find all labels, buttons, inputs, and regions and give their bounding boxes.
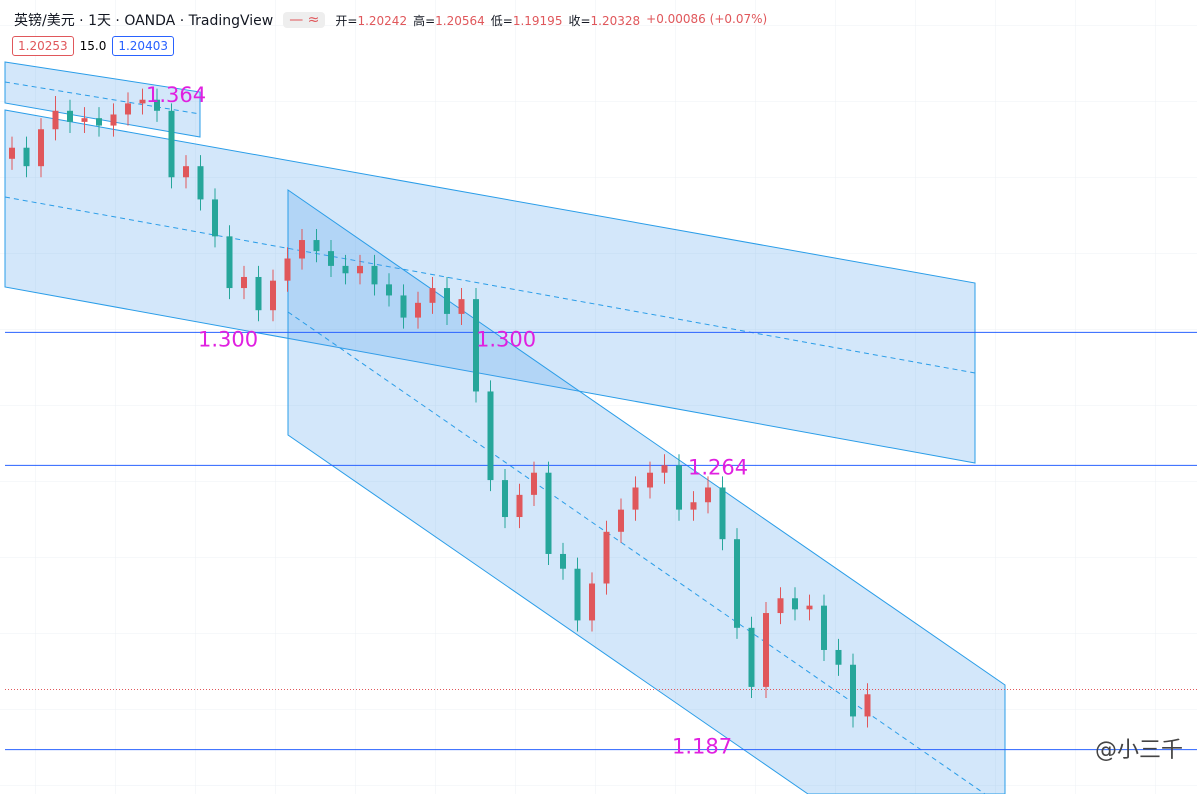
candle-body: [23, 147, 30, 167]
candle-body: [618, 509, 624, 532]
annotation: 1.264: [688, 455, 748, 479]
annotation: 1.364: [146, 83, 206, 107]
candle-body: [777, 598, 784, 614]
candle-body: [531, 472, 537, 495]
candle-body: [661, 465, 668, 473]
candle-body: [603, 531, 610, 584]
candle-body: [473, 299, 479, 392]
ohlc-label: 收=: [568, 13, 591, 28]
price-boxes: 1.20253 15.0 1.20403: [12, 36, 174, 56]
candle-body: [560, 553, 566, 569]
candle-body: [284, 258, 291, 281]
candle-body: [458, 299, 465, 314]
candle-body: [226, 236, 233, 289]
toggle[interactable]: — ≈: [283, 12, 326, 28]
candle-body: [183, 166, 189, 178]
candle-body: [763, 613, 769, 687]
channel-mid: [4, 81, 201, 115]
ohlc-item: 高=1.20564: [413, 12, 485, 29]
candle-body: [139, 99, 146, 104]
candle-body: [632, 487, 639, 510]
candle-body: [806, 605, 813, 610]
candle-body: [313, 240, 320, 252]
candle-body: [371, 265, 378, 285]
candle-body: [690, 502, 697, 510]
candle-body: [748, 627, 755, 687]
ohlc-value: 1.20328: [590, 13, 641, 28]
candle-body: [545, 472, 552, 554]
ohlc-value: 1.20564: [435, 13, 485, 28]
annotation: 1.300: [476, 327, 536, 351]
candle-body: [110, 114, 117, 126]
bid: 1.20253: [12, 36, 74, 56]
ohlc-item: 开=1.20242: [335, 12, 407, 29]
candle-body: [589, 583, 595, 621]
ohlc-value: 1.20242: [357, 13, 408, 28]
candle-body: [821, 605, 827, 650]
candle-body: [67, 110, 73, 122]
annotation: 1.300: [198, 327, 258, 351]
change: +0.00086 (+0.07%): [646, 11, 768, 26]
ohlc-value: 1.19195: [512, 13, 563, 28]
candle-body: [487, 391, 494, 481]
candle-body: [574, 568, 581, 621]
candle-body: [125, 103, 131, 115]
channel: [4, 61, 201, 138]
candle-body: [342, 265, 349, 274]
spread: 15.0: [79, 39, 107, 53]
candle-body: [328, 251, 334, 266]
candle-body: [270, 280, 276, 311]
candle-body: [96, 118, 102, 126]
ohlc-label: 开=: [335, 13, 358, 28]
watermark: @小三千: [1094, 738, 1183, 763]
candle-body: [241, 276, 247, 289]
candle-body: [212, 199, 218, 237]
candle-body: [168, 110, 175, 178]
candle-body: [516, 494, 523, 518]
candle-body: [386, 284, 392, 296]
candle-body: [415, 302, 421, 318]
candle-body: [835, 649, 842, 665]
candle-body: [154, 99, 160, 111]
candle-body: [400, 295, 407, 318]
candle-body: [502, 480, 508, 518]
candle-body: [299, 240, 305, 259]
candle-body: [850, 664, 856, 717]
ohlc-label: 高=: [413, 13, 436, 28]
candle-body: [357, 265, 363, 274]
candle-body: [197, 166, 204, 200]
candle-body: [647, 472, 653, 488]
candle-body: [255, 276, 262, 311]
ask: 1.20403: [112, 36, 174, 56]
candle-body: [9, 147, 15, 159]
ohlc-item: 收=1.20328: [568, 12, 640, 29]
candle-body: [38, 129, 44, 167]
channel: [4, 109, 976, 464]
candle-body: [52, 110, 59, 130]
symbol: 英镑/美元 · 1天 · OANDA · TradingView: [14, 13, 274, 29]
annotation: 1.187: [672, 735, 732, 759]
candle-body: [864, 694, 871, 717]
candle-body: [792, 598, 798, 610]
candle-body: [719, 487, 726, 540]
channel-mid: [4, 196, 976, 374]
candle-body: [429, 288, 436, 303]
ohlc: 开=1.20242 高=1.20564 低=1.19195 收=1.20328 +0.0…: [335, 12, 767, 29]
candle-body: [734, 539, 740, 628]
candle-body: [444, 288, 450, 314]
candle-body: [676, 465, 682, 510]
ohlc-item: 低=1.19195: [491, 12, 563, 29]
candle-body: [81, 118, 88, 122]
header: 英镑/美元 · 1天 · OANDA · TradingView — ≈ 开=1…: [14, 10, 767, 30]
candle-body: [705, 487, 711, 503]
ohlc-label: 低=: [490, 13, 513, 28]
